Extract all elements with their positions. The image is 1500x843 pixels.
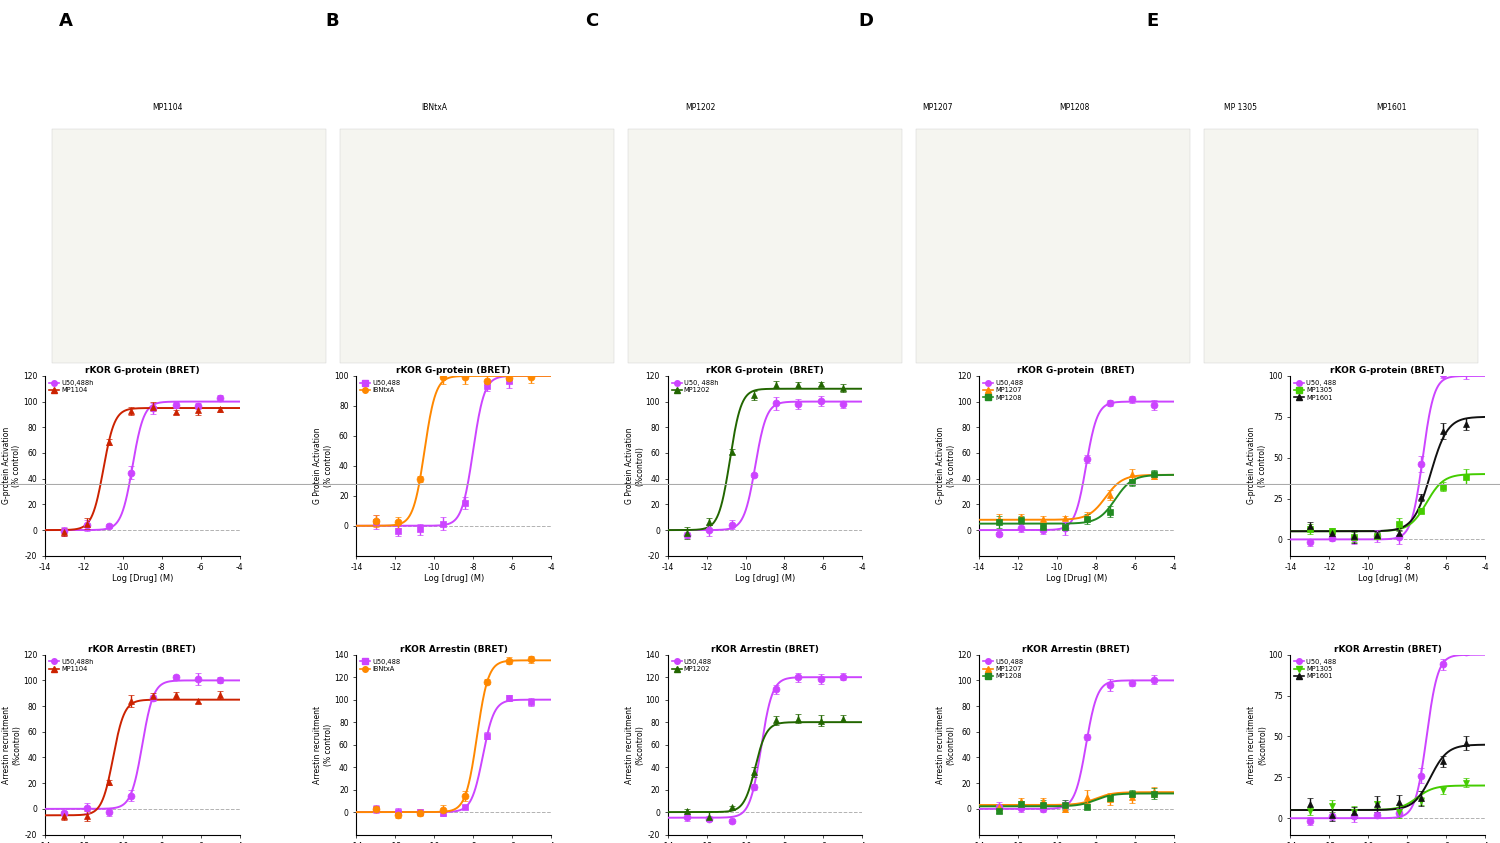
Title: rKOR Arrestin (BRET): rKOR Arrestin (BRET) (711, 645, 819, 654)
Text: MP 1305: MP 1305 (1224, 103, 1257, 112)
Title: rKOR G-protein (BRET): rKOR G-protein (BRET) (396, 366, 512, 375)
Title: rKOR Arrestin (BRET): rKOR Arrestin (BRET) (88, 645, 196, 654)
Title: rKOR G-protein (BRET): rKOR G-protein (BRET) (86, 366, 200, 375)
Text: IBNtxA: IBNtxA (422, 103, 447, 112)
Title: rKOR Arrestin (BRET): rKOR Arrestin (BRET) (1334, 645, 1442, 654)
Title: rKOR Arrestin (BRET): rKOR Arrestin (BRET) (399, 645, 507, 654)
Legend: U50,488, MP1207, MP1208: U50,488, MP1207, MP1208 (982, 379, 1024, 401)
X-axis label: Log [drug] (M): Log [drug] (M) (735, 574, 795, 583)
Text: C: C (585, 12, 598, 30)
Y-axis label: G Protein Activation
(%control): G Protein Activation (%control) (626, 427, 644, 504)
Legend: U50,488h, MP1104: U50,488h, MP1104 (48, 379, 94, 394)
Legend: U50, 488, MP1305, MP1601: U50, 488, MP1305, MP1601 (1293, 658, 1338, 680)
Text: MP1601: MP1601 (1376, 103, 1407, 112)
Text: MP1202: MP1202 (686, 103, 716, 112)
FancyBboxPatch shape (340, 129, 614, 362)
Title: rKOR G-protein  (BRET): rKOR G-protein (BRET) (706, 366, 824, 375)
FancyBboxPatch shape (1204, 129, 1478, 362)
Text: D: D (858, 12, 873, 30)
Title: rKOR G-protein (BRET): rKOR G-protein (BRET) (1330, 366, 1444, 375)
Legend: U50,488, IBNtxA: U50,488, IBNtxA (360, 658, 401, 673)
Text: MP1208: MP1208 (1059, 103, 1090, 112)
Title: rKOR Arrestin (BRET): rKOR Arrestin (BRET) (1023, 645, 1131, 654)
Y-axis label: Arrestin recruitment
(% control): Arrestin recruitment (% control) (314, 706, 333, 784)
X-axis label: Log [Drug] (M): Log [Drug] (M) (1046, 574, 1107, 583)
Y-axis label: Arrestin recruitment
(%control): Arrestin recruitment (%control) (936, 706, 956, 784)
Y-axis label: G-protein Activation
(% control): G-protein Activation (% control) (936, 427, 956, 504)
Y-axis label: Arrestin recruitment
(%control): Arrestin recruitment (%control) (2, 706, 21, 784)
X-axis label: Log [drug] (M): Log [drug] (M) (1358, 574, 1418, 583)
Legend: U50, 488h, MP1202: U50, 488h, MP1202 (670, 379, 718, 394)
Y-axis label: G-protein Activation
(% control): G-protein Activation (% control) (2, 427, 21, 504)
FancyBboxPatch shape (916, 129, 1190, 362)
Legend: U50,488, IBNtxA: U50,488, IBNtxA (360, 379, 401, 394)
Text: E: E (1146, 12, 1160, 30)
FancyBboxPatch shape (628, 129, 902, 362)
X-axis label: Log [Drug] (M): Log [Drug] (M) (111, 574, 172, 583)
Legend: U50,488, MP1207, MP1208: U50,488, MP1207, MP1208 (982, 658, 1024, 680)
Text: A: A (60, 12, 74, 30)
Text: MP1104: MP1104 (152, 103, 183, 112)
Legend: U50,488, MP1202: U50,488, MP1202 (670, 658, 712, 673)
Legend: U50, 488, MP1305, MP1601: U50, 488, MP1305, MP1601 (1293, 379, 1338, 401)
Text: B: B (326, 12, 339, 30)
Text: MP1207: MP1207 (922, 103, 952, 112)
X-axis label: Log [drug] (M): Log [drug] (M) (423, 574, 484, 583)
Y-axis label: G-protein Activation
(% control): G-protein Activation (% control) (1248, 427, 1268, 504)
Y-axis label: Arrestin recruitment
(%control): Arrestin recruitment (%control) (1248, 706, 1268, 784)
Y-axis label: G Protein Activation
(% control): G Protein Activation (% control) (314, 427, 333, 504)
Y-axis label: Arrestin recruitment
(%control): Arrestin recruitment (%control) (626, 706, 644, 784)
Legend: U50,488h, MP1104: U50,488h, MP1104 (48, 658, 94, 673)
Title: rKOR G-protein  (BRET): rKOR G-protein (BRET) (1017, 366, 1136, 375)
FancyBboxPatch shape (53, 129, 326, 362)
